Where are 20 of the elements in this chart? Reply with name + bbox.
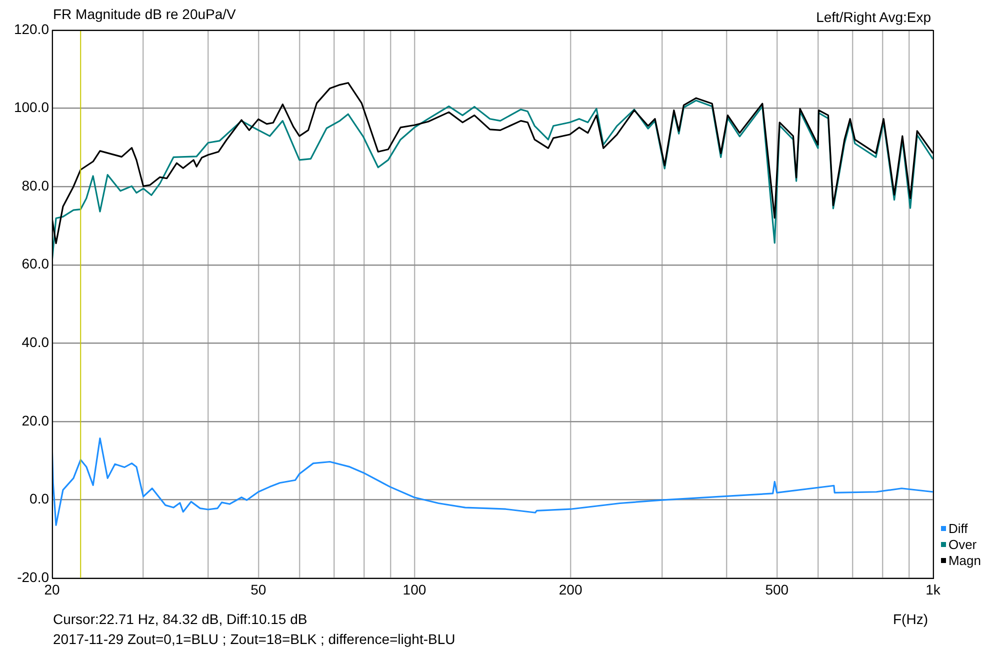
x-tick-label: 50 — [250, 581, 266, 598]
legend-label: Magn — [948, 552, 981, 568]
y-tick-label: 40.0 — [22, 334, 50, 350]
legend-label: Over — [948, 536, 977, 552]
y-tick-label: 0.0 — [30, 490, 50, 507]
x-axis-title: F(Hz) — [893, 611, 928, 627]
y-tick-label: 120.0 — [14, 20, 50, 37]
x-tick-label: 500 — [765, 581, 789, 598]
x-tick-label: 200 — [558, 581, 582, 598]
text: Cursor:22.71 Hz, 84.32 dB, Diff:10.15 dB — [53, 611, 308, 627]
y-tick-label: 60.0 — [22, 256, 50, 272]
text: Left/Right Avg:Exp — [816, 9, 931, 25]
y-tick-label: 20.0 — [22, 412, 50, 428]
text: 2017-11-29 Zout=0,1=BLU ; Zout=18=BLK ; difference=light-BLU — [53, 631, 456, 647]
y-tick-label: 100.0 — [14, 99, 50, 116]
y-tick-label: 80.0 — [22, 177, 50, 194]
legend-label: Diff — [948, 520, 968, 536]
x-tick-label: 100 — [402, 581, 426, 598]
x-tick-label: 1k — [926, 581, 942, 598]
chart-title: FR Magnitude dB re 20uPa/V — [53, 6, 236, 22]
